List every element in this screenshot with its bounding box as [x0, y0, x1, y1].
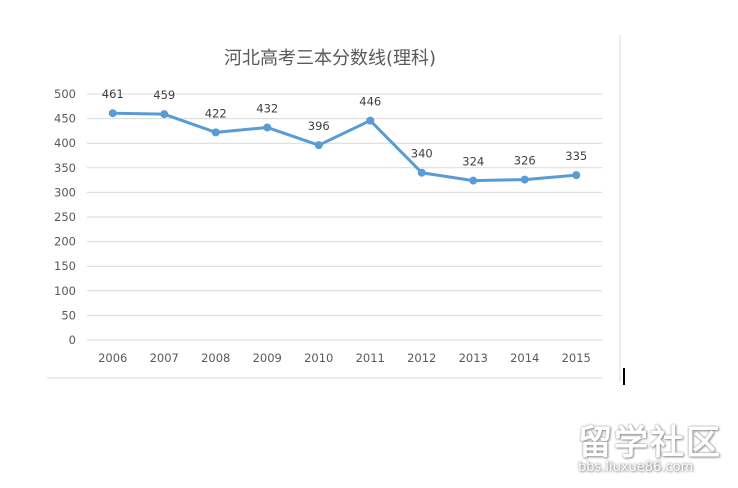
x-tick-label: 2007 [150, 351, 179, 365]
data-label: 459 [153, 88, 175, 102]
data-point [366, 116, 375, 125]
data-label: 461 [102, 87, 124, 101]
data-point [520, 175, 529, 184]
data-point [314, 141, 323, 150]
y-tick-label: 50 [61, 308, 76, 322]
y-tick-label: 0 [69, 333, 76, 347]
y-tick-label: 200 [54, 235, 76, 249]
x-tick-label: 2006 [98, 351, 127, 365]
data-label: 324 [462, 155, 484, 169]
x-tick-label: 2014 [510, 351, 539, 365]
data-label: 422 [205, 106, 227, 120]
data-point [572, 171, 581, 180]
watermark-main: 留学社区 [578, 423, 722, 463]
x-tick-label: 2015 [562, 351, 591, 365]
y-tick-label: 350 [54, 161, 76, 175]
data-label: 335 [565, 149, 587, 163]
data-point [108, 109, 117, 118]
data-point [469, 176, 478, 185]
data-point [211, 128, 220, 137]
data-label: 446 [359, 95, 381, 109]
data-point [160, 110, 169, 119]
x-tick-label: 2011 [356, 351, 385, 365]
series-line [112, 111, 577, 183]
data-label: 340 [411, 147, 433, 161]
x-tick-label: 2013 [459, 351, 488, 365]
data-point [417, 168, 426, 177]
y-tick-label: 500 [54, 87, 76, 101]
y-tick-label: 250 [54, 210, 76, 224]
y-tick-label: 400 [54, 136, 76, 150]
x-tick-label: 2012 [407, 351, 436, 365]
y-tick-label: 300 [54, 185, 76, 199]
data-label: 326 [514, 154, 536, 168]
y-tick-label: 150 [54, 259, 76, 273]
y-tick-label: 450 [54, 112, 76, 126]
watermark: 留学社区 bbs.liuxue86.com [578, 425, 722, 475]
chart-title: 河北高考三本分数线(理科) [224, 48, 436, 69]
data-label: 432 [256, 101, 278, 115]
watermark-url: bbs.liuxue86.com [578, 460, 694, 475]
x-tick-label: 2009 [253, 351, 282, 365]
x-tick-label: 2008 [201, 351, 230, 365]
data-point [263, 123, 272, 132]
data-label: 396 [308, 119, 330, 133]
x-tick-label: 2010 [304, 351, 333, 365]
y-tick-label: 100 [54, 284, 76, 298]
